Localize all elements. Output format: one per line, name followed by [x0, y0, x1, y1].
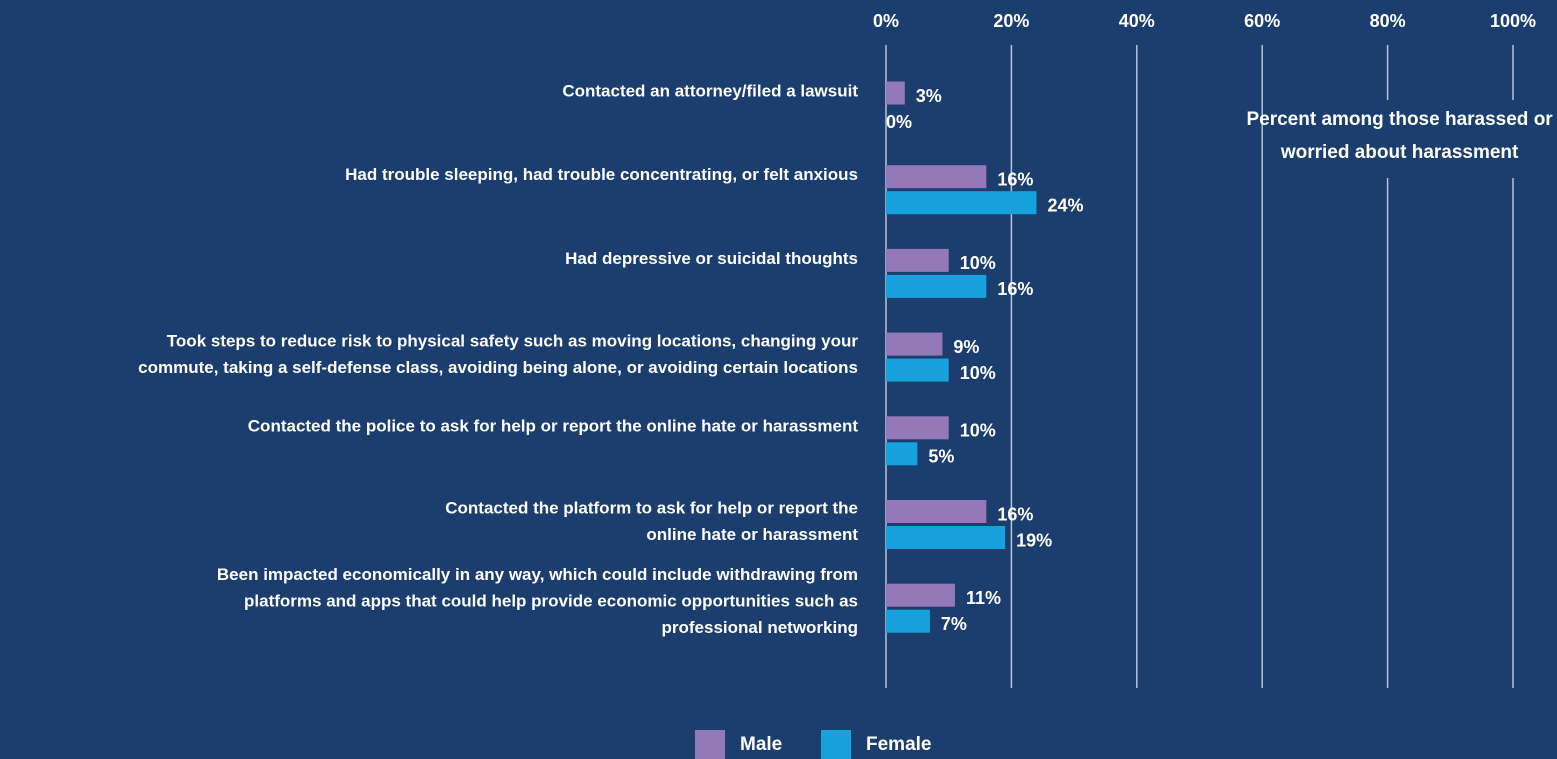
annotation: worried about harassment [1280, 142, 1519, 163]
category-label: Contacted an attorney/filed a lawsuit [562, 81, 858, 100]
category-label: Had trouble sleeping, had trouble concen… [345, 165, 858, 184]
value-label: 11% [966, 588, 1001, 608]
category-label: Contacted the platform to ask for help o… [445, 499, 858, 518]
category-label: Been impacted economically in any way, w… [217, 565, 858, 584]
x-tick-label: 100% [1490, 11, 1536, 31]
bar [886, 583, 955, 607]
bar [886, 526, 1006, 549]
bar [886, 191, 1037, 215]
x-tick-label: 40% [1119, 11, 1155, 31]
bar [886, 442, 918, 466]
annotation-background [1267, 100, 1548, 178]
category-label: online hate or harassment [646, 525, 858, 544]
value-label: 16% [997, 504, 1033, 524]
value-label: 7% [941, 614, 967, 634]
value-label: 10% [960, 363, 996, 383]
category-label: professional networking [662, 618, 858, 637]
value-label: 24% [1047, 195, 1083, 215]
x-tick-label: 20% [993, 11, 1029, 31]
x-tick-label: 60% [1244, 11, 1280, 31]
bar [886, 609, 930, 633]
bar [886, 332, 943, 356]
bar [886, 416, 949, 440]
legend-swatch [695, 730, 725, 759]
category-label: Took steps to reduce risk to physical sa… [167, 331, 859, 350]
value-label: 19% [1016, 530, 1052, 550]
bar [886, 248, 949, 272]
value-label: 10% [960, 421, 996, 441]
bar [886, 274, 987, 298]
value-label: 0% [886, 112, 912, 132]
bar [886, 81, 905, 105]
bar [886, 165, 987, 189]
legend-label: Female [866, 734, 931, 755]
value-label: 9% [953, 337, 979, 357]
legend-label: Male [740, 734, 782, 755]
bar [886, 500, 987, 523]
category-label: platforms and apps that could help provi… [244, 592, 858, 611]
value-label: 16% [997, 169, 1033, 189]
value-label: 3% [916, 86, 942, 106]
value-label: 10% [960, 253, 996, 273]
bar [886, 358, 949, 382]
annotation: Percent among those harassed or [1246, 109, 1553, 130]
x-tick-label: 80% [1370, 11, 1406, 31]
legend-swatch [821, 730, 851, 759]
value-label: 16% [997, 279, 1033, 299]
category-label: commute, taking a self-defense class, av… [138, 358, 858, 377]
category-label: Contacted the police to ask for help or … [248, 416, 859, 435]
category-label: Had depressive or suicidal thoughts [565, 249, 858, 268]
value-label: 5% [928, 447, 954, 467]
x-tick-label: 0% [873, 11, 899, 31]
